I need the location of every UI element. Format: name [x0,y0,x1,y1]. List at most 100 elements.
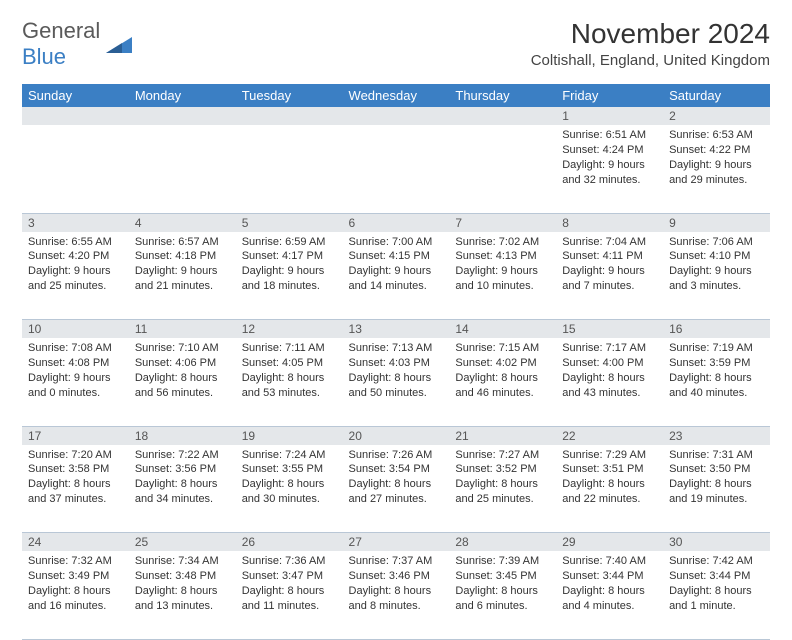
brand-line2: Blue [22,44,66,69]
day-cell: Sunrise: 7:31 AMSunset: 3:50 PMDaylight:… [663,445,770,533]
sunset-line: Sunset: 3:55 PM [242,462,337,477]
day-number-cell [449,107,556,125]
sunrise-line: Sunrise: 7:26 AM [349,448,444,463]
daylight-line: Daylight: 8 hours and 43 minutes. [562,371,657,401]
sunset-line: Sunset: 3:59 PM [669,356,764,371]
brand-logo: General Blue [22,18,134,70]
day-number-cell: 1 [556,107,663,125]
day-content-row: Sunrise: 6:55 AMSunset: 4:20 PMDaylight:… [22,232,770,320]
day-cell: Sunrise: 7:20 AMSunset: 3:58 PMDaylight:… [22,445,129,533]
day-number-cell: 30 [663,533,770,552]
sunset-line: Sunset: 4:20 PM [28,249,123,264]
day-cell: Sunrise: 7:24 AMSunset: 3:55 PMDaylight:… [236,445,343,533]
sunrise-line: Sunrise: 7:22 AM [135,448,230,463]
daylight-line: Daylight: 8 hours and 50 minutes. [349,371,444,401]
daylight-line: Daylight: 8 hours and 8 minutes. [349,584,444,614]
sunset-line: Sunset: 3:47 PM [242,569,337,584]
day-number-cell: 26 [236,533,343,552]
sunrise-line: Sunrise: 7:10 AM [135,341,230,356]
day-number-cell: 27 [343,533,450,552]
day-number-cell: 17 [22,426,129,445]
brand-text: General Blue [22,18,100,70]
daylight-line: Daylight: 8 hours and 16 minutes. [28,584,123,614]
day-number-cell: 24 [22,533,129,552]
day-content-row: Sunrise: 7:20 AMSunset: 3:58 PMDaylight:… [22,445,770,533]
daylight-line: Daylight: 8 hours and 56 minutes. [135,371,230,401]
day-cell-body: Sunrise: 7:37 AMSunset: 3:46 PMDaylight:… [343,551,450,619]
day-cell-body: Sunrise: 7:17 AMSunset: 4:00 PMDaylight:… [556,338,663,406]
day-number-cell: 4 [129,213,236,232]
day-cell: Sunrise: 7:10 AMSunset: 4:06 PMDaylight:… [129,338,236,426]
sunrise-line: Sunrise: 7:00 AM [349,235,444,250]
day-cell: Sunrise: 7:34 AMSunset: 3:48 PMDaylight:… [129,551,236,639]
day-number-cell: 9 [663,213,770,232]
daylight-line: Daylight: 8 hours and 30 minutes. [242,477,337,507]
weekday-header: Monday [129,84,236,107]
day-cell-body: Sunrise: 7:02 AMSunset: 4:13 PMDaylight:… [449,232,556,300]
sunrise-line: Sunrise: 7:15 AM [455,341,550,356]
day-cell [449,125,556,213]
day-cell [236,125,343,213]
sunrise-line: Sunrise: 6:53 AM [669,128,764,143]
day-cell: Sunrise: 7:36 AMSunset: 3:47 PMDaylight:… [236,551,343,639]
daylight-line: Daylight: 8 hours and 6 minutes. [455,584,550,614]
sunset-line: Sunset: 3:58 PM [28,462,123,477]
day-cell-body: Sunrise: 7:42 AMSunset: 3:44 PMDaylight:… [663,551,770,619]
daylight-line: Daylight: 8 hours and 1 minute. [669,584,764,614]
sunset-line: Sunset: 3:49 PM [28,569,123,584]
daylight-line: Daylight: 8 hours and 11 minutes. [242,584,337,614]
day-number-cell: 29 [556,533,663,552]
sunrise-line: Sunrise: 7:06 AM [669,235,764,250]
day-cell-body: Sunrise: 7:36 AMSunset: 3:47 PMDaylight:… [236,551,343,619]
sunrise-line: Sunrise: 7:34 AM [135,554,230,569]
daylight-line: Daylight: 9 hours and 7 minutes. [562,264,657,294]
day-number-cell: 20 [343,426,450,445]
day-cell: Sunrise: 6:55 AMSunset: 4:20 PMDaylight:… [22,232,129,320]
day-number-row: 3456789 [22,213,770,232]
day-content-row: Sunrise: 6:51 AMSunset: 4:24 PMDaylight:… [22,125,770,213]
sunrise-line: Sunrise: 7:27 AM [455,448,550,463]
sunrise-line: Sunrise: 6:51 AM [562,128,657,143]
daylight-line: Daylight: 8 hours and 46 minutes. [455,371,550,401]
weekday-header: Thursday [449,84,556,107]
sunset-line: Sunset: 4:05 PM [242,356,337,371]
page-header: General Blue November 2024 Coltishall, E… [22,18,770,70]
day-number-cell: 11 [129,320,236,339]
day-cell: Sunrise: 7:08 AMSunset: 4:08 PMDaylight:… [22,338,129,426]
sunrise-line: Sunrise: 6:57 AM [135,235,230,250]
day-cell-body: Sunrise: 7:22 AMSunset: 3:56 PMDaylight:… [129,445,236,513]
sunrise-line: Sunrise: 7:13 AM [349,341,444,356]
day-cell-body: Sunrise: 7:27 AMSunset: 3:52 PMDaylight:… [449,445,556,513]
daylight-line: Daylight: 9 hours and 32 minutes. [562,158,657,188]
sunrise-line: Sunrise: 7:32 AM [28,554,123,569]
day-cell-body: Sunrise: 7:39 AMSunset: 3:45 PMDaylight:… [449,551,556,619]
sunrise-line: Sunrise: 7:42 AM [669,554,764,569]
day-number-row: 24252627282930 [22,533,770,552]
day-cell: Sunrise: 7:00 AMSunset: 4:15 PMDaylight:… [343,232,450,320]
day-number-cell: 14 [449,320,556,339]
day-cell-body: Sunrise: 7:04 AMSunset: 4:11 PMDaylight:… [556,232,663,300]
day-cell: Sunrise: 6:51 AMSunset: 4:24 PMDaylight:… [556,125,663,213]
location-subtitle: Coltishall, England, United Kingdom [531,52,770,69]
sunset-line: Sunset: 3:46 PM [349,569,444,584]
day-number-cell: 12 [236,320,343,339]
brand-triangle-icon [104,33,134,55]
sunrise-line: Sunrise: 7:02 AM [455,235,550,250]
sunset-line: Sunset: 4:10 PM [669,249,764,264]
day-number-cell: 15 [556,320,663,339]
day-number-cell: 7 [449,213,556,232]
day-number-cell: 21 [449,426,556,445]
day-cell: Sunrise: 7:13 AMSunset: 4:03 PMDaylight:… [343,338,450,426]
daylight-line: Daylight: 9 hours and 21 minutes. [135,264,230,294]
day-number-cell: 28 [449,533,556,552]
day-number-row: 17181920212223 [22,426,770,445]
day-cell: Sunrise: 7:06 AMSunset: 4:10 PMDaylight:… [663,232,770,320]
daylight-line: Daylight: 8 hours and 27 minutes. [349,477,444,507]
day-cell: Sunrise: 7:02 AMSunset: 4:13 PMDaylight:… [449,232,556,320]
day-cell-body: Sunrise: 7:13 AMSunset: 4:03 PMDaylight:… [343,338,450,406]
weekday-header: Saturday [663,84,770,107]
sunrise-line: Sunrise: 6:59 AM [242,235,337,250]
daylight-line: Daylight: 8 hours and 13 minutes. [135,584,230,614]
sunset-line: Sunset: 3:56 PM [135,462,230,477]
daylight-line: Daylight: 9 hours and 18 minutes. [242,264,337,294]
